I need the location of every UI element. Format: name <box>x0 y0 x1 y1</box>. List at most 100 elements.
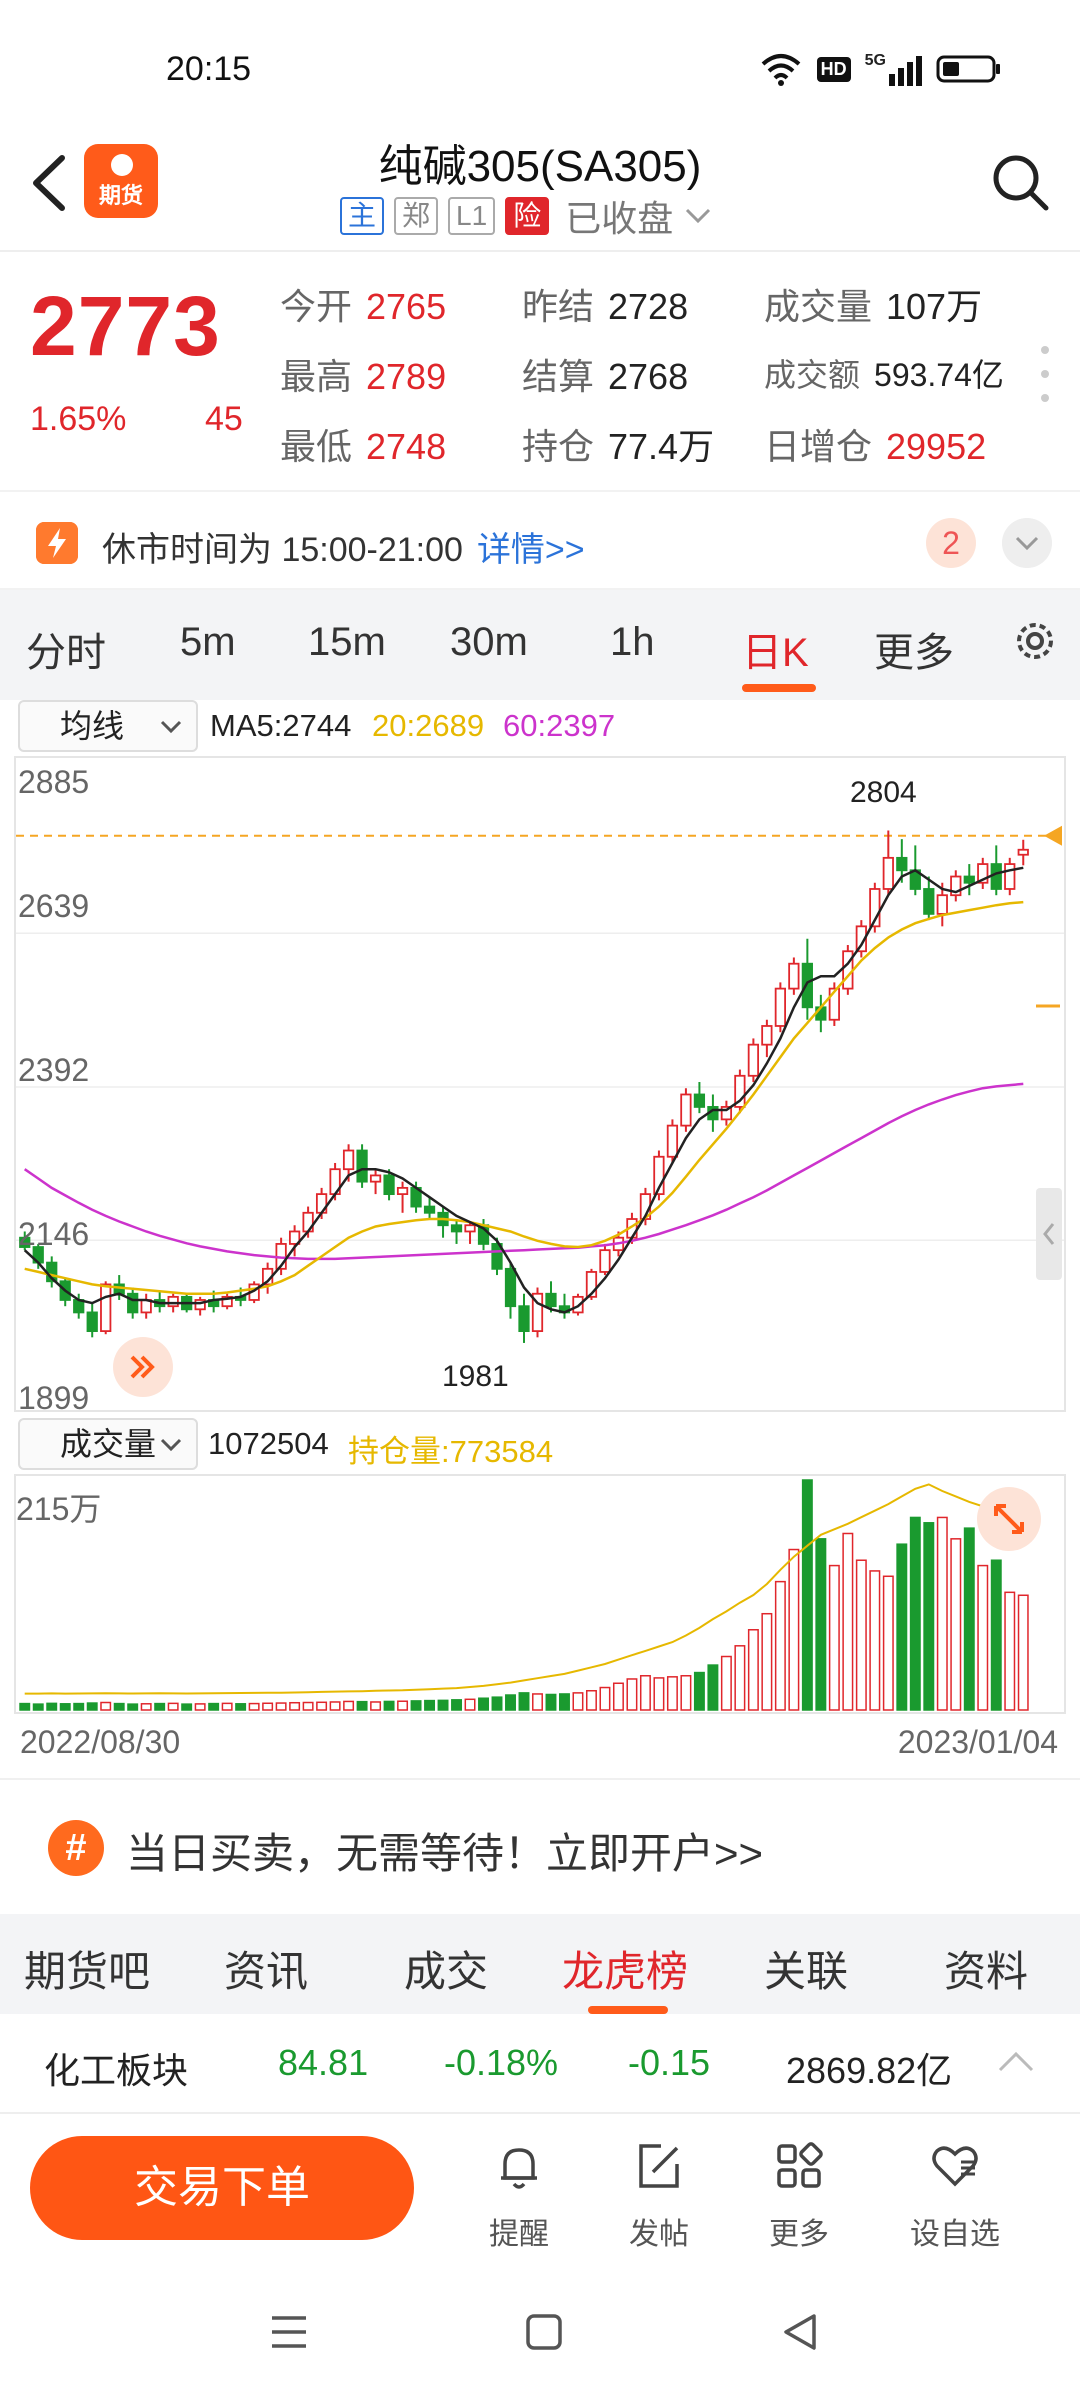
sector-bar[interactable]: 化工板块 84.81 -0.18% -0.15 2869.82亿 <box>0 2014 1080 2114</box>
chevron-down-icon[interactable] <box>683 206 713 226</box>
oi-label: 持仓 <box>522 426 595 467</box>
active-tab-indicator <box>742 684 816 692</box>
volume-bar <box>532 1693 543 1711</box>
candle-body <box>221 1295 233 1308</box>
candle-body <box>383 1174 395 1196</box>
kline-chart[interactable] <box>0 0 1080 1420</box>
candle-body <box>788 962 800 990</box>
notice-bar: 休市时间为 15:00-21:00 详情>> 2 <box>0 490 1080 590</box>
candle-body <box>396 1186 409 1196</box>
volume-label: 成交量 <box>764 286 873 327</box>
volume-bar <box>882 1575 894 1711</box>
chevron-up-icon[interactable] <box>996 2050 1036 2074</box>
volume-bar <box>896 1543 908 1711</box>
prev-settle-value: 2728 <box>608 286 689 327</box>
sector-amount: 2869.82亿 <box>786 2050 953 2091</box>
promo-banner[interactable]: # 当日买卖，无需等待！立即开户>> <box>0 1778 1080 1914</box>
tab-30m[interactable]: 30m <box>450 620 528 664</box>
volume-bar <box>734 1645 746 1711</box>
volume-bar <box>653 1677 665 1711</box>
tab-5m[interactable]: 5m <box>180 620 236 664</box>
volume-chart[interactable] <box>0 0 1080 1720</box>
tab-profile[interactable]: 资料 <box>944 1948 1029 1995</box>
tab-more[interactable]: 更多 <box>874 631 954 675</box>
gear-icon[interactable] <box>1010 616 1060 666</box>
volume-bar <box>32 1703 44 1711</box>
candle-body <box>923 888 935 915</box>
volume-bar <box>113 1702 125 1711</box>
menu-icon[interactable] <box>268 2312 310 2352</box>
volume-bar <box>936 1516 948 1711</box>
y-axis-label: 2392 <box>18 1052 90 1088</box>
back-icon[interactable] <box>26 152 72 214</box>
collapse-panel-icon[interactable] <box>1036 1188 1062 1280</box>
post-button[interactable]: 发帖 <box>604 2138 714 2253</box>
oi-change-value: 29952 <box>886 426 987 467</box>
volume-bar <box>167 1702 179 1711</box>
more-button[interactable]: 更多 <box>744 2138 854 2253</box>
volume-bar <box>154 1702 166 1711</box>
tab-news[interactable]: 资讯 <box>224 1948 309 1995</box>
low-annotation: 1981 <box>442 1360 509 1393</box>
oi-value: 77.4万 <box>608 426 715 467</box>
more-vertical-icon[interactable] <box>1040 344 1050 404</box>
system-nav-bar <box>0 2280 1080 2400</box>
candle-body <box>1017 848 1029 856</box>
lightning-icon <box>36 522 78 564</box>
tab-related[interactable]: 关联 <box>764 1948 849 1995</box>
search-icon[interactable] <box>988 150 1052 214</box>
trade-order-button[interactable]: 交易下单 <box>30 2136 414 2240</box>
candle-body <box>666 1124 679 1158</box>
volume-indicator-dropdown[interactable]: 成交量 <box>18 1418 198 1470</box>
volume-dropdown-label: 成交量 <box>60 1426 157 1462</box>
candle-body <box>747 1043 760 1077</box>
tab-forum[interactable]: 期货吧 <box>24 1948 151 1995</box>
tab-dragon-tiger[interactable]: 龙虎榜 <box>562 1948 689 1995</box>
add-watchlist-button[interactable]: 设自选 <box>900 2138 1010 2253</box>
chevron-down-icon[interactable] <box>1002 518 1052 568</box>
candle-body <box>720 1106 733 1121</box>
candle-body <box>369 1174 382 1183</box>
fullscreen-icon[interactable] <box>976 1486 1042 1552</box>
tab-1h[interactable]: 1h <box>610 620 655 664</box>
tab-daily-k[interactable]: 日K <box>742 631 809 675</box>
kline-chart-frame[interactable] <box>14 756 1066 1412</box>
settle-value: 2768 <box>608 356 689 397</box>
settle-label: 结算 <box>522 356 595 397</box>
volume-bar <box>990 1559 1002 1711</box>
notice-badge[interactable]: 2 <box>926 518 976 568</box>
candle-body <box>545 1292 557 1308</box>
tab-15m[interactable]: 15m <box>308 620 386 664</box>
notice-details-link[interactable]: 详情>> <box>476 531 585 569</box>
last-price-marker <box>1044 825 1062 846</box>
candle-body <box>801 962 813 1009</box>
hd-icon: HD <box>816 56 851 82</box>
volume-bar <box>639 1675 651 1711</box>
volume-bar <box>788 1548 800 1711</box>
quote-prev-settle: 昨结 2728 <box>522 278 688 330</box>
volume-value-legend: 1072504 <box>208 1426 329 1461</box>
tab-trades[interactable]: 成交 <box>404 1948 489 1995</box>
volume-bar <box>100 1701 112 1711</box>
volume-bar <box>424 1699 436 1711</box>
back-nav-icon[interactable] <box>780 2312 820 2352</box>
volume-bar <box>235 1703 247 1711</box>
indicator-dropdown[interactable]: 均线 <box>18 700 198 752</box>
fast-forward-icon[interactable] <box>112 1336 174 1398</box>
y-axis-label: 2639 <box>18 888 90 924</box>
alert-button[interactable]: 提醒 <box>464 2138 574 2253</box>
candle-body <box>464 1224 476 1233</box>
subtitle-row[interactable]: 主 郑 L1 险 已收盘 <box>340 190 713 242</box>
volume-bar <box>356 1700 368 1711</box>
tab-intraday[interactable]: 分时 <box>26 631 106 675</box>
volume-chart-frame[interactable] <box>14 1474 1066 1714</box>
volume-bar <box>626 1678 638 1711</box>
promo-text[interactable]: 当日买卖，无需等待！立即开户>> <box>126 1830 764 1877</box>
volume-bar <box>1004 1591 1016 1711</box>
candle-body <box>599 1249 611 1273</box>
volume-bar <box>491 1696 503 1711</box>
volume-bar <box>194 1703 206 1711</box>
volume-bar <box>464 1698 476 1711</box>
home-icon[interactable] <box>524 2312 564 2352</box>
volume-bar <box>329 1701 341 1711</box>
